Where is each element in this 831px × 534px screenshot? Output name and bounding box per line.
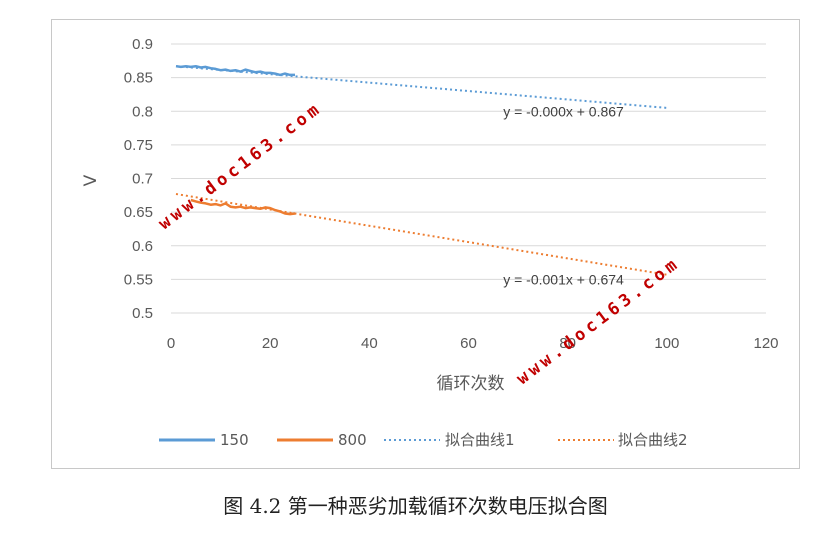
y-tick-label: 0.75 bbox=[124, 137, 153, 154]
legend-label: 拟合曲线2 bbox=[618, 431, 688, 449]
y-tick-label: 0.9 bbox=[132, 36, 153, 53]
y-tick-label: 0.6 bbox=[132, 238, 153, 255]
equation-label: y = -0.001x + 0.674 bbox=[503, 271, 624, 287]
legend-label: 800 bbox=[338, 431, 367, 449]
gridlines bbox=[171, 43, 766, 314]
line-chart: 0.5 0.55 0.6 0.65 0.7 0.75 0.8 0.85 0.9 0 20 40 60 80… bbox=[81, 36, 779, 449]
y-tick-label: 0.85 bbox=[124, 70, 153, 87]
x-tick-label: 0 bbox=[167, 335, 175, 352]
y-tick-label: 0.8 bbox=[132, 103, 153, 120]
y-tick-label: 0.65 bbox=[124, 204, 153, 221]
y-tick-label: 0.55 bbox=[124, 271, 153, 288]
x-tick-label: 80 bbox=[559, 335, 576, 352]
series-lines bbox=[175, 64, 667, 276]
x-axis-title: 循环次数 bbox=[437, 374, 505, 394]
equation-label: y = -0.000x + 0.867 bbox=[503, 103, 624, 119]
legend: 150 800 拟合曲线1 拟合曲线2 bbox=[159, 431, 688, 449]
axis-ticks: 0.5 0.55 0.6 0.65 0.7 0.75 0.8 0.85 0.9 0 20 40 60 80… bbox=[124, 36, 779, 352]
series-line-0 bbox=[175, 64, 295, 77]
x-tick-label: 120 bbox=[753, 335, 778, 352]
series-line-2 bbox=[175, 65, 667, 109]
x-tick-label: 20 bbox=[262, 335, 279, 352]
chart-frame: 0.5 0.55 0.6 0.65 0.7 0.75 0.8 0.85 0.9 0 20 40 60 80… bbox=[51, 19, 800, 469]
figure-caption: 图 4.2 第一种恶劣加载循环次数电压拟合图 bbox=[223, 494, 608, 518]
legend-label: 150 bbox=[220, 431, 249, 449]
trendline-equations: y = -0.000x + 0.867 y = -0.001x + 0.674 bbox=[503, 103, 624, 287]
y-tick-label: 0.7 bbox=[132, 171, 153, 188]
x-tick-label: 60 bbox=[460, 335, 477, 352]
x-tick-label: 100 bbox=[654, 335, 679, 352]
legend-label: 拟合曲线1 bbox=[445, 431, 515, 449]
series-line-3 bbox=[175, 193, 667, 276]
series-line-1 bbox=[190, 198, 296, 216]
y-tick-label: 0.5 bbox=[132, 305, 153, 322]
y-axis-title: V bbox=[81, 174, 101, 186]
x-tick-label: 40 bbox=[361, 335, 378, 352]
